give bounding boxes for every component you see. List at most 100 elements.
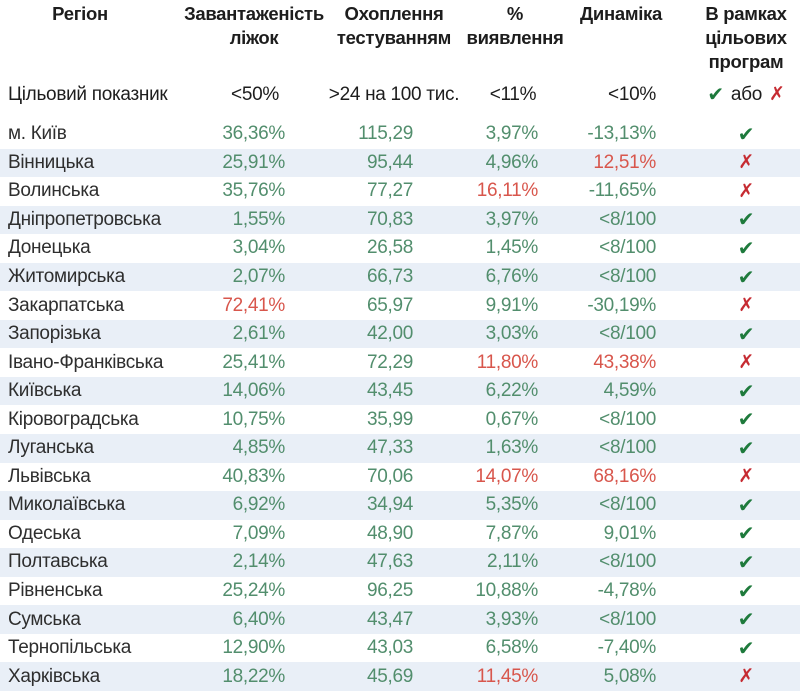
check-icon: ✔ bbox=[737, 523, 755, 546]
cross-icon: ✗ bbox=[738, 466, 754, 488]
bed-occupancy-cell: 6,40% bbox=[232, 608, 286, 630]
column-header-target-programs: В рамках цільових програм bbox=[705, 3, 787, 72]
detection-rate-cell: 3,93% bbox=[485, 608, 539, 630]
detection-rate-cell: 14,07% bbox=[475, 465, 538, 487]
testing-coverage-cell: 95,44 bbox=[366, 151, 413, 173]
testing-coverage-cell: 47,33 bbox=[366, 437, 413, 459]
bed-occupancy-cell: 36,36% bbox=[222, 123, 285, 145]
dynamics-cell: -11,65% bbox=[588, 180, 657, 202]
detection-rate-cell: 10,88% bbox=[475, 580, 538, 602]
dynamics-cell: <8/100 bbox=[599, 208, 656, 230]
column-header-testing-coverage: Охоплення тестуванням bbox=[336, 3, 452, 48]
region-cell: Одеська bbox=[8, 522, 81, 544]
dynamics-cell: -30,19% bbox=[587, 294, 656, 316]
check-icon: ✔ bbox=[737, 580, 755, 603]
detection-rate-cell: 1,45% bbox=[485, 237, 539, 259]
region-cell: Полтавська bbox=[8, 551, 108, 573]
cross-icon: ✗ bbox=[738, 295, 754, 317]
region-cell: Харківська bbox=[8, 665, 100, 687]
detection-rate-cell: 5,35% bbox=[485, 494, 539, 516]
table-row: Житомирська 2,07% 66,73 6,76% <8/100 ✔ bbox=[0, 262, 800, 292]
table-row: Полтавська 2,14% 47,63 2,11% <8/100 ✔ bbox=[0, 548, 800, 577]
bed-occupancy-cell: 72,41% bbox=[222, 294, 285, 316]
cross-icon: ✗ bbox=[768, 84, 785, 105]
dynamics-cell: <8/100 bbox=[599, 237, 656, 259]
bed-occupancy-cell: 4,85% bbox=[232, 437, 286, 459]
table-body: м. Київ 36,36% 115,29 3,97% -13,13% ✔ Ві… bbox=[0, 120, 800, 691]
testing-coverage-cell: 47,63 bbox=[366, 551, 413, 573]
testing-coverage-cell: 34,94 bbox=[366, 494, 413, 516]
bed-occupancy-cell: 2,07% bbox=[232, 266, 286, 287]
dynamics-cell: <8/100 bbox=[599, 323, 656, 345]
dynamics-cell: <8/100 bbox=[599, 437, 656, 459]
column-header-region: Регіон bbox=[52, 3, 108, 24]
testing-coverage-cell: 70,83 bbox=[366, 208, 413, 230]
region-cell: Київська bbox=[8, 380, 82, 402]
bed-occupancy-cell: 25,91% bbox=[222, 151, 285, 173]
check-icon: ✔ bbox=[737, 637, 755, 660]
detection-rate-cell: 6,22% bbox=[485, 380, 539, 402]
table-row: м. Київ 36,36% 115,29 3,97% -13,13% ✔ bbox=[0, 120, 800, 149]
region-cell: Тернопільська bbox=[8, 637, 132, 659]
detection-rate-cell: 16,11% bbox=[476, 180, 539, 202]
detection-rate-cell: 3,97% bbox=[485, 208, 539, 230]
target-dynamics: <10% bbox=[608, 84, 656, 105]
cross-icon: ✗ bbox=[738, 180, 754, 202]
testing-coverage-cell: 48,90 bbox=[366, 522, 413, 544]
testing-coverage-cell: 65,97 bbox=[366, 294, 413, 316]
target-detection-rate: <11% bbox=[489, 84, 537, 105]
dynamics-cell: -13,13% bbox=[587, 123, 656, 145]
testing-coverage-cell: 35,99 bbox=[366, 408, 413, 430]
check-icon: ✔ bbox=[737, 323, 755, 346]
column-header-detection-rate: % виявлення bbox=[466, 3, 564, 48]
bed-occupancy-cell: 40,83% bbox=[222, 465, 285, 487]
region-cell: Сумська bbox=[8, 608, 81, 630]
region-cell: м. Київ bbox=[8, 123, 67, 145]
dynamics-cell: 43,38% bbox=[593, 351, 656, 373]
bed-occupancy-cell: 1,55% bbox=[232, 208, 286, 230]
dynamics-cell: 12,51% bbox=[593, 151, 656, 173]
detection-rate-cell: 0,67% bbox=[485, 408, 539, 430]
table-row: Запорізька 2,61% 42,00 3,03% <8/100 ✔ bbox=[0, 319, 800, 349]
testing-coverage-cell: 26,58 bbox=[366, 237, 413, 259]
check-icon: ✔ bbox=[737, 380, 755, 403]
table-row: Львівська 40,83% 70,06 14,07% 68,16% ✗ bbox=[0, 463, 800, 492]
table-row: Київська 14,06% 43,45 6,22% 4,59% ✔ bbox=[0, 376, 800, 406]
region-cell: Волинська bbox=[8, 180, 100, 202]
detection-rate-cell: 11,80% bbox=[476, 351, 539, 373]
table-row: Дніпропетровська 1,55% 70,83 3,97% <8/10… bbox=[0, 205, 800, 235]
region-cell: Львівська bbox=[8, 465, 91, 487]
testing-coverage-cell: 96,25 bbox=[366, 580, 413, 602]
check-icon: ✔ bbox=[737, 237, 755, 260]
check-icon: ✔ bbox=[737, 266, 755, 289]
table-row: Харківська 18,22% 45,69 11,45% 5,08% ✗ bbox=[0, 662, 800, 691]
cross-icon: ✗ bbox=[738, 666, 754, 688]
target-row: Цільовий показник <50% >24 на 100 тис. <… bbox=[0, 80, 800, 110]
column-header-bed-occupancy: Завантаженість ліжок bbox=[184, 3, 324, 48]
region-cell: Івано-Франківська bbox=[8, 351, 164, 373]
bed-occupancy-cell: 2,61% bbox=[232, 323, 286, 345]
bed-occupancy-cell: 14,06% bbox=[222, 380, 285, 402]
dynamics-cell: <8/100 bbox=[599, 608, 656, 630]
detection-rate-cell: 11,45% bbox=[476, 665, 539, 687]
detection-rate-cell: 2,11% bbox=[487, 551, 538, 573]
table-row: Луганська 4,85% 47,33 1,63% <8/100 ✔ bbox=[0, 434, 800, 463]
dynamics-cell: 5,08% bbox=[603, 665, 657, 687]
testing-coverage-cell: 77,27 bbox=[366, 180, 413, 202]
bed-occupancy-cell: 7,09% bbox=[232, 522, 286, 544]
testing-coverage-cell: 43,47 bbox=[366, 608, 413, 630]
table-row: Волинська 35,76% 77,27 16,11% -11,65% ✗ bbox=[0, 177, 800, 206]
region-cell: Запорізька bbox=[8, 323, 101, 345]
detection-rate-cell: 4,96% bbox=[485, 151, 539, 173]
bed-occupancy-cell: 6,92% bbox=[232, 494, 286, 516]
bed-occupancy-cell: 3,04% bbox=[232, 237, 286, 259]
check-icon: ✔ bbox=[737, 123, 755, 146]
dynamics-cell: 68,16% bbox=[593, 465, 656, 487]
check-icon: ✔ bbox=[737, 437, 755, 460]
region-cell: Кіровоградська bbox=[8, 408, 139, 430]
detection-rate-cell: 3,03% bbox=[485, 323, 539, 345]
dynamics-cell: <8/100 bbox=[599, 408, 656, 430]
testing-coverage-cell: 43,45 bbox=[366, 380, 413, 402]
dynamics-cell: -4,78% bbox=[597, 580, 657, 602]
